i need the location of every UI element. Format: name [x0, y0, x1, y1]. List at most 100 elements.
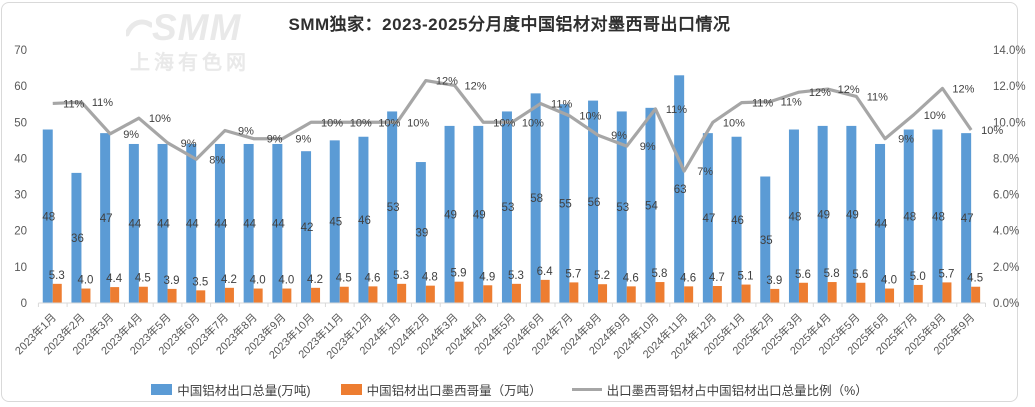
total-export-bar	[358, 136, 369, 303]
mexico-export-bar	[655, 282, 665, 303]
total-export-bar	[530, 93, 541, 303]
right-axis-tick-label: 4.0%	[993, 226, 1019, 238]
total-export-label: 44	[128, 218, 141, 230]
mexico-export-bar	[942, 282, 952, 303]
mexico-export-bar	[827, 282, 837, 303]
total-export-label: 53	[616, 202, 629, 214]
mexico-export-bar	[425, 285, 435, 303]
mexico-export-label: 4.0	[881, 275, 897, 287]
total-export-label: 39	[415, 228, 428, 240]
mexico-export-bar	[110, 287, 120, 303]
total-export-bar	[645, 107, 656, 303]
mexico-export-label: 4.6	[623, 272, 639, 284]
total-export-label: 35	[760, 235, 773, 247]
total-export-bar	[301, 151, 312, 303]
share-percent-label: 11%	[92, 97, 113, 109]
mexico-export-label: 6.4	[537, 266, 554, 278]
total-export-label: 49	[846, 209, 859, 221]
mexico-export-label: 4.6	[364, 272, 380, 284]
mexico-export-label: 3.9	[766, 275, 782, 287]
mexico-export-label: 5.7	[565, 268, 581, 280]
mexico-export-label: 4.7	[709, 272, 725, 284]
total-export-bar	[932, 129, 943, 303]
share-percent-label: 10%	[493, 117, 515, 129]
total-export-bar	[243, 143, 254, 303]
share-percent-label: 10%	[723, 117, 745, 129]
right-axis-tick-label: 2.0%	[993, 262, 1019, 274]
total-export-label: 58	[530, 193, 543, 205]
mexico-export-label: 5.8	[651, 268, 667, 280]
mexico-export-label: 3.5	[192, 276, 208, 288]
share-percent-label: 9%	[898, 134, 914, 146]
mexico-export-bar	[540, 279, 550, 303]
total-export-bar	[817, 125, 828, 304]
total-export-label: 49	[817, 209, 830, 221]
total-export-bar	[415, 162, 426, 303]
legend-line-swatch	[571, 388, 602, 391]
mexico-export-label: 5.2	[594, 270, 610, 282]
mexico-export-bar	[454, 281, 464, 303]
share-percent-label: 10%	[350, 117, 372, 129]
share-percent-label: 11%	[63, 98, 84, 110]
right-axis-tick-label: 6.0%	[993, 190, 1019, 202]
total-export-bar	[128, 143, 139, 303]
total-export-bar	[272, 143, 283, 303]
mexico-export-label: 4.5	[967, 273, 983, 285]
share-percent-label: 8%	[209, 154, 225, 166]
mexico-export-label: 5.6	[795, 269, 811, 281]
right-axis-tick-label: 14.0%	[993, 45, 1026, 57]
right-axis-tick-label: 0.0%	[993, 298, 1019, 310]
total-export-label: 44	[272, 218, 285, 230]
mexico-export-bar	[741, 284, 751, 303]
mexico-export-bar	[196, 290, 206, 303]
mexico-export-label: 4.0	[250, 275, 266, 287]
smm-watermark: SMM 上海有色网	[126, 7, 250, 75]
total-export-label: 53	[387, 202, 400, 214]
share-percent-label: 9%	[123, 129, 139, 141]
share-percent-label: 9%	[267, 134, 283, 146]
total-export-label: 56	[588, 197, 601, 209]
mexico-export-bar	[52, 283, 62, 303]
mexico-export-bar	[282, 288, 292, 303]
total-export-label: 48	[789, 211, 802, 223]
total-export-bar	[961, 133, 972, 303]
total-export-bar	[387, 111, 398, 303]
legend-item-mexico-bar: 中国铝材出口墨西哥量（万吨）	[340, 380, 542, 399]
mexico-export-label: 3.9	[164, 275, 180, 287]
total-export-label: 44	[186, 218, 199, 230]
total-export-label: 47	[961, 213, 974, 225]
legend-item-total-bar: 中国铝材出口总量(万吨)	[151, 380, 311, 399]
share-percent-label: 10%	[378, 117, 400, 129]
share-percent-label: 11%	[752, 98, 773, 110]
right-axis-tick-label: 12.0%	[993, 81, 1026, 93]
share-percent-label: 9%	[295, 134, 311, 146]
watermark-logo-text: SMM	[152, 7, 242, 48]
mexico-export-bar	[798, 282, 808, 303]
legend-item-share-line: 出口墨西哥铝材占中国铝材出口总量比例（%）	[571, 380, 868, 399]
legend-bar-swatch	[151, 384, 173, 395]
total-export-bar	[444, 125, 455, 304]
mexico-export-bar	[339, 286, 349, 303]
total-export-bar	[702, 133, 713, 303]
total-export-label: 44	[875, 218, 888, 230]
total-export-bar	[559, 104, 570, 303]
mexico-export-bar	[971, 286, 981, 303]
mexico-export-bar	[569, 282, 579, 303]
share-percent-label: 12%	[465, 80, 487, 92]
mexico-export-label: 4.9	[479, 271, 495, 283]
total-export-bar	[875, 143, 886, 303]
mexico-export-label: 4.2	[307, 274, 323, 286]
mexico-export-label: 5.0	[910, 271, 926, 283]
total-export-bar	[214, 143, 225, 303]
total-export-label: 44	[157, 218, 170, 230]
left-axis-tick-label: 10	[14, 262, 27, 274]
share-percent-label: 7%	[697, 166, 713, 178]
share-percent-label: 10%	[321, 117, 343, 129]
legend-label: 出口墨西哥铝材占中国铝材出口总量比例（%）	[606, 384, 868, 398]
total-export-label: 45	[329, 217, 342, 229]
share-percent-label: 9%	[181, 138, 197, 150]
share-percent-label: 10%	[981, 125, 1003, 137]
share-percent-label: 10%	[522, 117, 544, 129]
total-export-label: 44	[243, 218, 256, 230]
